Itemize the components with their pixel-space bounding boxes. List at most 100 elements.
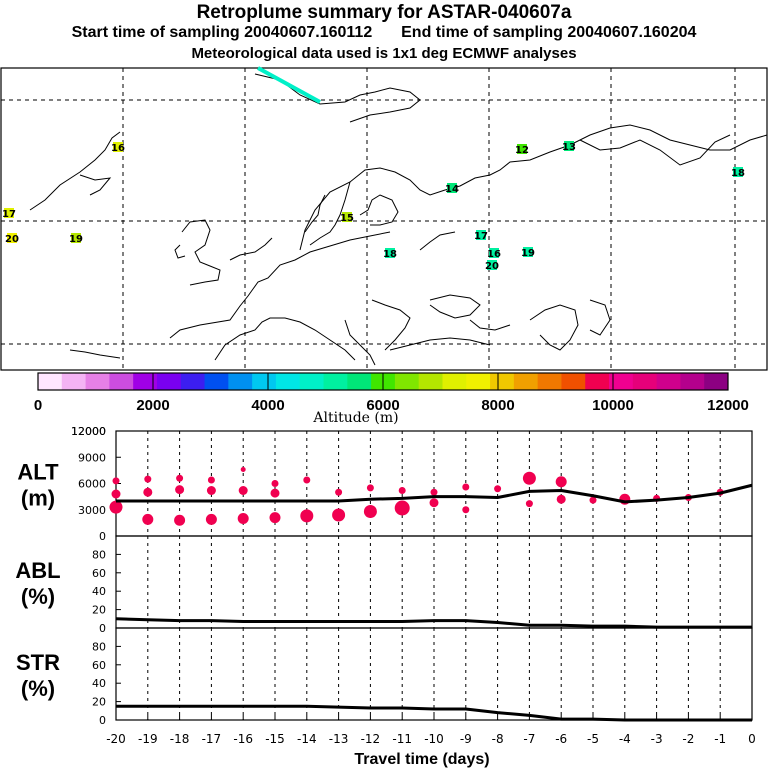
cluster-point [555,476,567,488]
x-axis-label: Travel time (days) [354,751,489,768]
panel-label: STR [16,650,60,675]
colorbar-swatch [204,373,229,390]
panel-label: ABL [15,558,60,583]
y-tick-label: 0 [99,714,106,727]
cluster-point [335,488,343,496]
colorbar-swatch [61,373,87,390]
colorbar-tick-label: 4000 [251,397,284,414]
cluster-point [462,506,470,514]
cluster-point [303,476,311,484]
colorbar-tick-label: 8000 [481,397,514,414]
map-label: 19 [69,234,83,245]
colorbar-swatch [394,373,420,390]
colorbar-swatch [347,373,372,390]
colorbar-ticks: 0 2000 4000 6000 8000 10000 12000 [34,373,749,414]
cluster-point [237,513,249,524]
cluster-point [363,505,377,518]
map-time-labels: 16 12 13 18 14 17 15 20 19 17 18 16 19 2… [2,141,745,272]
x-tick-label: -7 [523,732,535,746]
map-frame [0,67,768,371]
chart-title: Retroplume summary for ASTAR-040607a [196,2,572,23]
map-panel: 16 12 13 18 14 17 15 20 19 17 18 16 19 2… [0,66,768,371]
cluster-point [494,485,502,493]
map-label: 19 [521,248,535,259]
colorbar-swatch [680,373,705,390]
map-label: 14 [445,184,459,195]
map-label: 13 [562,142,576,153]
y-tick-label: 40 [92,585,106,598]
cluster-point [176,474,184,482]
x-tick-label: -19 [138,732,158,746]
y-tick-label: 12000 [71,425,106,438]
sampling-times: Start time of sampling 20040607.160112 E… [0,24,768,42]
x-tick-label: -11 [392,732,412,746]
x-tick-label: -13 [329,732,349,746]
y-tick-label: 12000 [71,425,106,438]
x-tick-label: -8 [492,732,504,746]
colorbar-tick-label: 6000 [366,397,399,414]
cluster-point [207,476,215,484]
series-line [116,483,753,504]
cluster-point [206,486,216,495]
colorbar-swatch [252,373,277,390]
colorbar-swatch [466,373,491,390]
colorbar-swatch [275,373,301,390]
cluster-point [270,488,280,498]
cluster-point [240,467,246,472]
colorbar-swatch [513,373,539,390]
y-tick-label: 80 [92,548,106,561]
x-tick-label: 0 [748,732,756,746]
x-tick-label: -15 [265,732,285,746]
map-label: 17 [474,231,488,242]
y-tick-label: 3000 [78,504,106,517]
cluster-point [394,500,410,516]
y-tick-label: 60 [92,567,106,580]
y-tick-label: 20 [92,696,106,709]
cluster-point [142,513,154,525]
colorbar-swatch [85,373,110,390]
x-tick-label: -14 [297,732,317,746]
panel-unit: (m) [21,486,55,511]
x-tick-label: -18 [170,732,190,746]
colorbar-swatch [442,373,467,390]
end-time-text: End time of sampling 20040607.160204 [401,24,697,41]
colorbar-swatch [299,373,325,390]
panel-abl: 0 20 40 60 80 ABL(%) [15,535,753,635]
cluster-point [112,477,120,485]
cluster-point [143,487,153,497]
map-label: 16 [487,249,501,260]
x-tick-label: -12 [361,732,381,746]
x-tick-label: -5 [587,732,599,746]
x-tick-label: -10 [424,732,444,746]
y-tick-label: 0 [99,530,106,543]
x-tick-label: -2 [682,732,694,746]
y-tick-label: 20 [92,604,106,617]
colorbar-swatch [656,373,681,390]
map-label: 12 [515,145,529,156]
cluster-point [398,487,406,494]
map-label: 18 [383,249,397,260]
colorbar-swatch [609,373,634,390]
met-data-text: Meteorological data used is 1x1 deg ECMW… [191,45,577,62]
x-tick-label: -3 [651,732,663,746]
cluster-point [462,483,470,491]
y-tick-label: 0 [99,622,106,635]
colorbar-tick-label: 10000 [592,397,634,414]
cluster-point [300,509,314,523]
colorbar: 0 2000 4000 6000 8000 10000 12000 Altitude (m) [34,372,749,426]
colorbar-swatch [133,373,158,390]
cluster-point [175,485,185,495]
colorbar-tick-label: 0 [34,397,42,414]
map-gridlines [1,68,767,370]
colorbar-swatch [490,373,515,390]
x-tick-label: -17 [202,732,222,746]
x-tick-label: -16 [233,732,253,746]
series-line [115,617,752,629]
colorbar-swatch [180,373,206,390]
cluster-point [144,475,152,483]
timeseries-panels: 03000600090001200012000ALT(m)020406080AB… [15,425,755,768]
y-tick-label: 40 [92,677,106,690]
colorbar-swatch [156,373,182,390]
